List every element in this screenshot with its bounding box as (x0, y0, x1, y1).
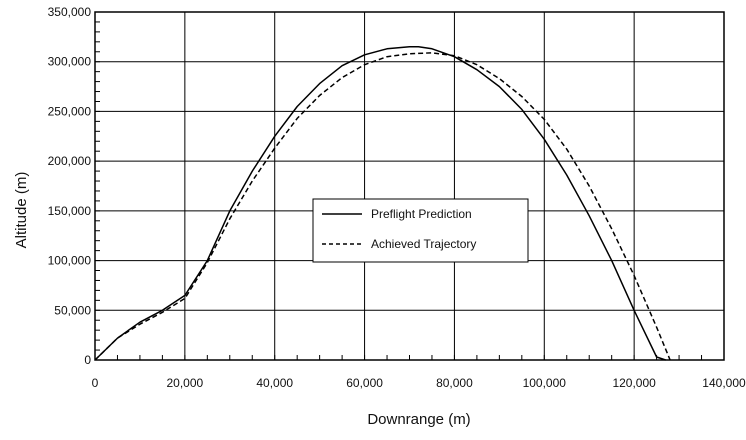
tick-labels: 0 20,000 40,000 60,000 80,000 100,000 120,000 1… (48, 5, 746, 390)
legend-label-achieved: Achieved Trajectory (371, 237, 476, 251)
plot-frame (94, 11, 725, 361)
grid (94, 11, 725, 361)
x-tick-label: 40,000 (256, 376, 293, 390)
x-tick-label: 20,000 (167, 376, 204, 390)
x-tick-label: 120,000 (612, 376, 656, 390)
y-tick-label: 100,000 (48, 254, 92, 268)
x-tick-label: 60,000 (346, 376, 383, 390)
y-tick-label: 150,000 (48, 204, 92, 218)
y-tick-label: 50,000 (54, 303, 91, 317)
legend-label-preflight: Preflight Prediction (371, 207, 472, 221)
series-layer (94, 46, 671, 361)
series-line-achieved (94, 52, 671, 361)
y-axis-title: Altitude (m) (13, 172, 30, 249)
x-axis-title: Downrange (m) (367, 411, 470, 428)
x-tick-label: 100,000 (523, 376, 567, 390)
x-tick-label: 140,000 (702, 376, 746, 390)
series-line-preflight (94, 46, 666, 361)
y-tick-label: 350,000 (48, 5, 92, 19)
x-tick-label: 0 (92, 376, 99, 390)
y-tick-label: 250,000 (48, 104, 92, 118)
y-tick-label: 300,000 (48, 55, 92, 69)
y-tick-label: 0 (84, 353, 91, 367)
legend-box (312, 198, 529, 263)
x-tick-label: 80,000 (436, 376, 473, 390)
legend: Preflight Prediction Achieved Trajectory (312, 198, 529, 263)
y-tick-label: 200,000 (48, 154, 92, 168)
